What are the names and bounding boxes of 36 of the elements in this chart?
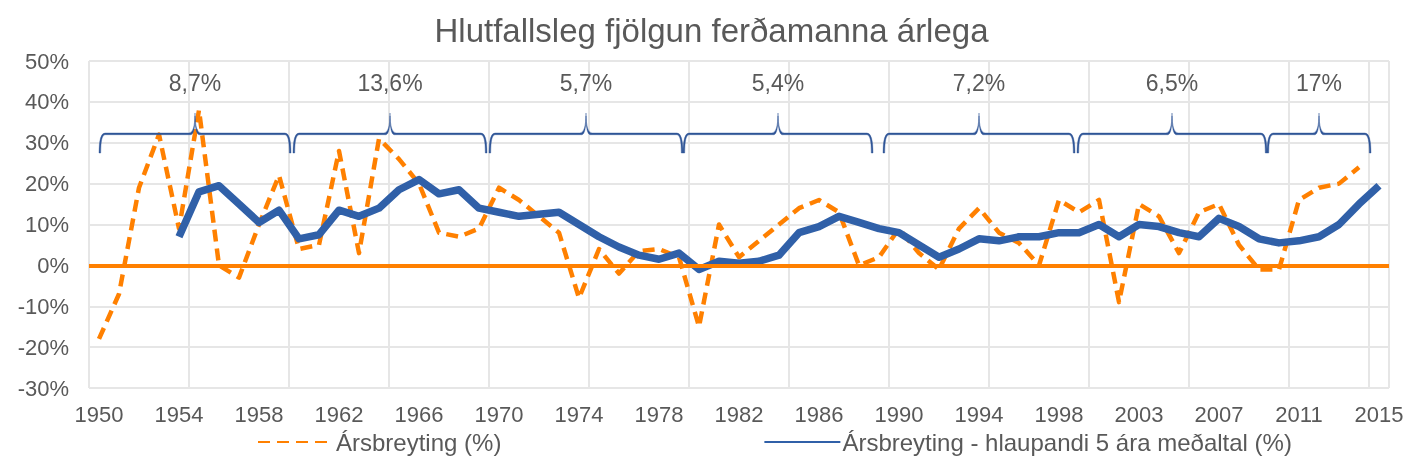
annotation: 8,7% [168,69,222,96]
x-tick-label: 1958 [234,401,284,427]
legend-label: Ársbreyting - hlaupandi 5 ára meðaltal (%) [842,428,1292,456]
y-tick-label: -20% [17,334,69,360]
x-tick-label: 1994 [954,401,1004,427]
x-tick-label: 2015 [1354,401,1404,427]
annotation: 17% [1295,69,1343,96]
annotation: 5,4% [751,69,805,96]
x-tick-label: 1974 [554,401,604,427]
x-tick-label: 1982 [714,401,764,427]
chart-title: Hlutfallsleg fjölgun ferðamanna árlega [434,12,990,49]
x-tick-label: 2011 [1275,401,1323,427]
y-tick-label: -30% [17,375,69,401]
x-tick-label: 2007 [1194,401,1244,427]
x-tick-label: 1950 [74,401,124,427]
y-tick-label: 10% [24,212,69,237]
x-tick-label: 1970 [474,401,524,427]
y-tick-label: 50% [24,48,69,74]
x-tick-label: 1986 [794,401,844,427]
y-tick-label: 20% [24,171,69,197]
x-tick-label: 1998 [1034,401,1084,427]
legend-label: Ársbreyting (%) [336,428,502,456]
x-tick-label: 2003 [1114,401,1164,427]
x-tick-label: 1966 [394,401,444,427]
annotation: 5,7% [559,69,613,96]
y-tick-label: 30% [24,130,69,156]
annotation: 7,2% [952,69,1006,96]
y-tick-label: -10% [17,293,69,319]
x-tick-label: 1990 [874,401,924,427]
x-tick-label: 1978 [634,401,684,427]
annotation: 6,5% [1145,69,1199,96]
x-tick-label: 1962 [314,401,364,427]
x-tick-label: 1954 [154,401,204,427]
annotation: 13,6% [357,69,423,96]
y-tick-label: 40% [24,89,69,115]
y-tick-label: 0% [37,252,69,278]
